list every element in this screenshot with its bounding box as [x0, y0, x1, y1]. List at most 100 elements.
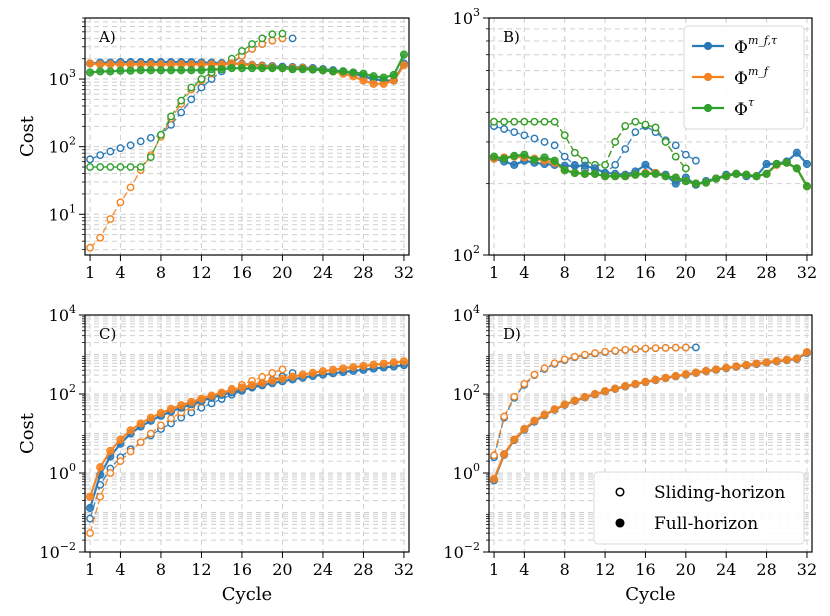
legend: Φm_f,τΦm_fΦτ [683, 25, 805, 130]
data-point [762, 169, 771, 178]
data-point [611, 160, 620, 169]
data-point [600, 172, 610, 181]
data-point [489, 152, 499, 161]
data-point [490, 117, 498, 126]
data-point [651, 169, 660, 178]
chart-panel-4: 10−2 100 102 104 1 4 8 12 16 20 24 28 32 D) Cycle Slidi… [443, 303, 817, 605]
panel-label: A) [98, 28, 116, 46]
x-tick-label: 32 [797, 263, 817, 282]
data-point [237, 383, 247, 392]
x-tick-label: 1 [489, 560, 499, 579]
x-tick-label: 28 [756, 263, 776, 282]
series-group [489, 343, 812, 485]
data-point [177, 96, 186, 105]
data-point [792, 148, 801, 157]
data-point [177, 401, 186, 410]
data-point [802, 182, 812, 191]
x-tick-label: 16 [232, 263, 252, 282]
data-point [85, 68, 95, 77]
data-point [156, 408, 166, 418]
x-tick-label: 16 [635, 560, 655, 579]
data-point [96, 233, 105, 242]
data-point [85, 503, 95, 513]
data-point [540, 138, 549, 146]
data-point [762, 358, 771, 367]
data-point [570, 396, 579, 405]
data-point [106, 147, 115, 156]
legend-label: Full-horizon [654, 514, 758, 534]
data-point [146, 153, 155, 162]
x-tick-label: 4 [519, 263, 529, 282]
data-point [560, 166, 569, 175]
data-point [187, 83, 196, 92]
data-point [268, 369, 277, 377]
data-point [278, 374, 287, 383]
legend-entry: Full-horizon [615, 514, 758, 534]
data-point [550, 405, 559, 414]
ticks [483, 314, 808, 558]
data-point [621, 382, 630, 391]
data-point [591, 349, 599, 357]
x-tick-label: 16 [232, 560, 252, 579]
data-point [177, 66, 186, 75]
data-point [570, 148, 579, 157]
data-point [86, 243, 94, 252]
data-point [712, 365, 721, 374]
x-tick-label: 20 [272, 263, 292, 282]
data-point [187, 397, 196, 407]
data-point [96, 463, 105, 472]
data-point [126, 426, 135, 435]
data-point [106, 67, 115, 76]
data-point [671, 343, 680, 352]
y-tick-label: 10−2 [443, 540, 480, 562]
axes-frame [84, 17, 410, 256]
data-point [732, 362, 741, 371]
data-point [742, 360, 751, 370]
y-tick-label: 100 [453, 461, 480, 483]
data-point [197, 394, 206, 403]
data-point [136, 163, 145, 171]
data-point [611, 172, 620, 181]
y-tick-label: 103 [453, 6, 480, 28]
data-point [126, 183, 135, 192]
y-tick-label: 101 [49, 202, 76, 224]
data-point [500, 412, 509, 421]
data-point [732, 169, 741, 178]
data-point [641, 344, 650, 353]
data-point [96, 163, 105, 171]
x-tick-label: 24 [313, 560, 333, 579]
data-point [298, 370, 307, 379]
legend: Sliding-horizon Full-horizon [593, 471, 805, 545]
data-point [167, 120, 175, 129]
data-point [157, 130, 165, 139]
data-point [288, 65, 297, 74]
data-point [268, 36, 277, 45]
data-point [86, 514, 94, 523]
legend-marker [703, 41, 713, 51]
data-point [166, 404, 176, 413]
data-point [530, 416, 539, 425]
x-tick-label: 4 [115, 263, 125, 282]
y-tick-label: 104 [49, 303, 76, 325]
data-point [136, 419, 145, 428]
data-point [631, 379, 640, 389]
data-point [520, 424, 529, 434]
y-tick-label: 102 [453, 382, 480, 404]
data-point [106, 215, 115, 223]
data-point [601, 347, 609, 356]
data-point [520, 117, 529, 126]
y-tick-label: 100 [49, 461, 76, 483]
x-tick-label: 32 [394, 560, 414, 579]
data-point [116, 457, 125, 466]
data-point [752, 359, 761, 368]
data-point [701, 178, 711, 187]
data-point [278, 365, 287, 374]
data-point [258, 34, 267, 43]
x-tick-label: 8 [156, 263, 166, 282]
data-point [540, 364, 549, 373]
x-tick-label: 28 [756, 560, 776, 579]
data-point [580, 161, 589, 170]
data-point [146, 133, 155, 142]
data-point [500, 154, 509, 163]
data-point [621, 145, 630, 153]
